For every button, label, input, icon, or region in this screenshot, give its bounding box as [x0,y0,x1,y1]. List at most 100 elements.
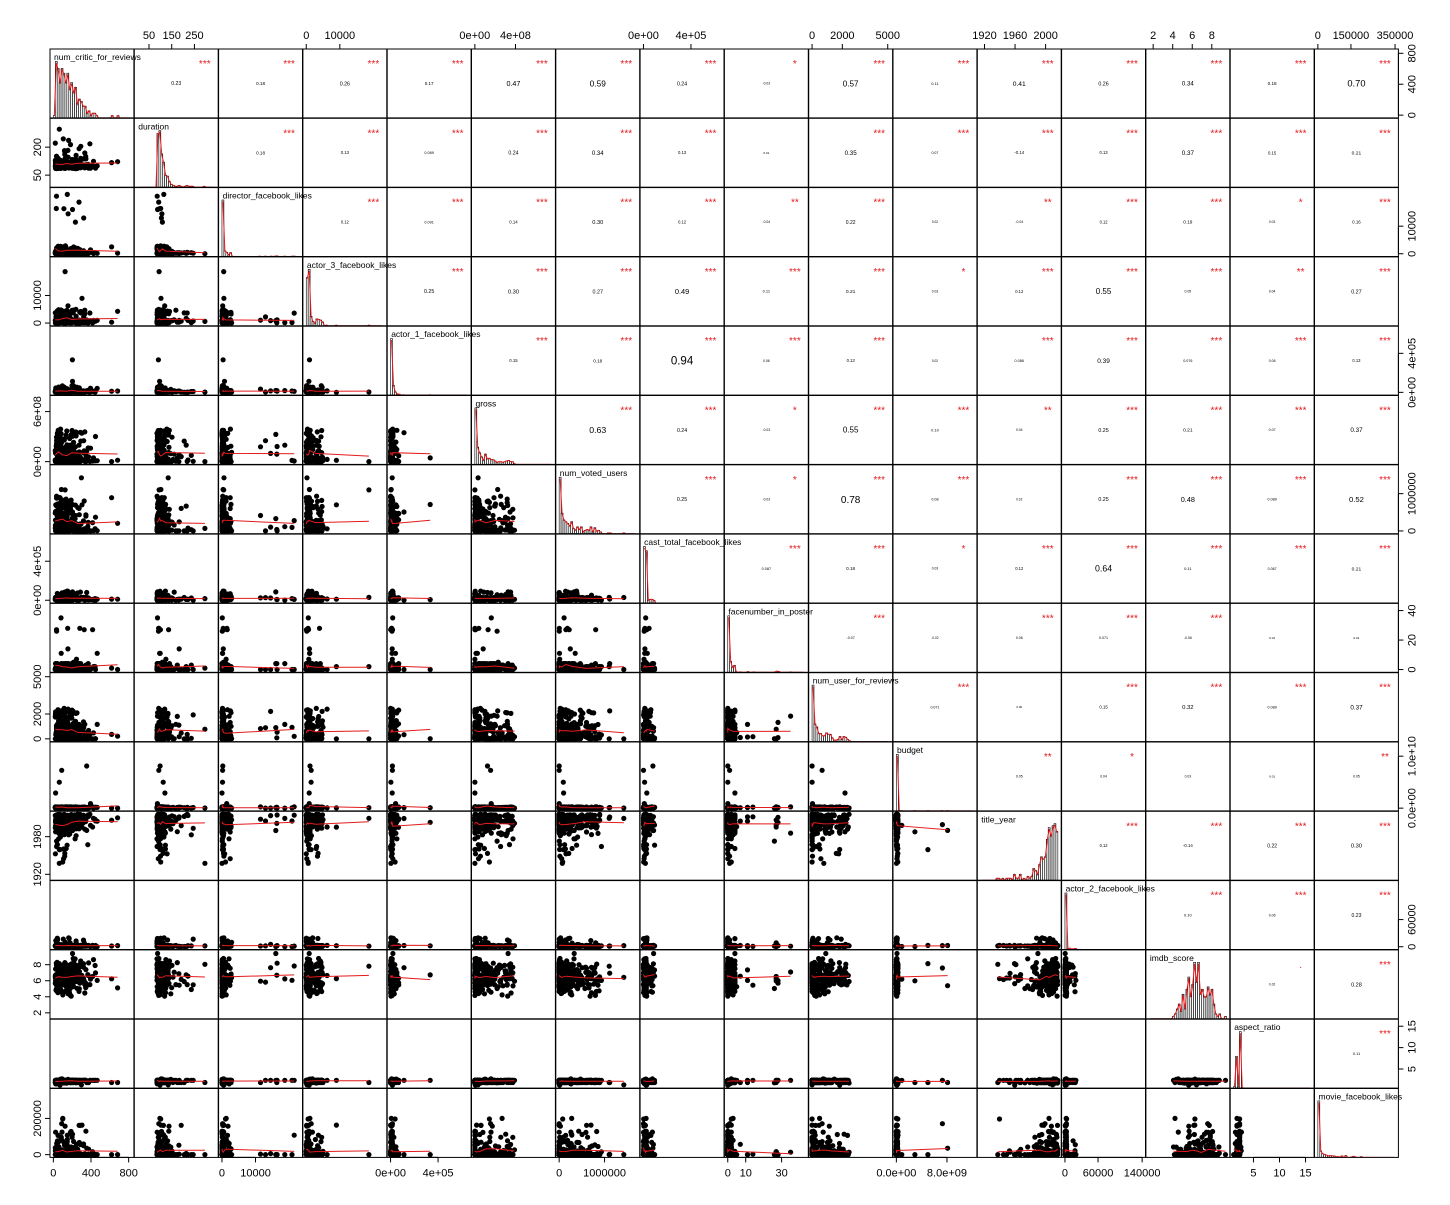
panel-4-11: 0.086*** [977,326,1061,395]
scatter-point [304,459,309,464]
correlation-value: 0.10 [931,427,939,432]
panel-3-0 [50,257,134,326]
panel-3-6: 0.27*** [556,257,640,326]
scatter-point [202,251,207,256]
scatter-point [55,159,60,164]
scatter-point [315,528,320,533]
correlation-value: 0.18 [593,358,602,363]
scatter-point [74,431,79,436]
panel-3-10: 0.03* [893,257,977,326]
scatter-point [175,320,180,325]
panel-0-14: 0.18*** [1230,49,1314,118]
scatter-point [202,390,207,395]
panel-5-9: 0.55*** [809,396,893,465]
panel-0-15: 0.70*** [1315,49,1399,118]
significance-stars: *** [1211,198,1223,209]
scatter-point [154,527,159,532]
scatter-point [274,527,279,532]
density-line [223,201,298,256]
panel-5-6: 0.63*** [556,396,640,465]
correlation-value: 0.11 [931,81,939,86]
scatter-point [258,513,263,518]
scatter-point [87,310,92,315]
correlation-value: 0.49 [675,287,689,296]
correlation-value: 0.59 [590,78,607,88]
significance-stars: *** [620,128,632,139]
correlation-value: 0.07 [1269,428,1276,432]
scatter-point [68,142,73,147]
scatter-point [54,194,59,199]
panel-4-9: 0.13*** [809,326,893,395]
scatter-point [83,514,88,519]
scatter-point [56,428,61,433]
scatter-point [115,458,120,463]
scatter-point [307,525,312,530]
scatter-point [166,528,171,533]
correlation-value: -0.04 [762,220,770,224]
scatter-point [319,498,324,503]
scatter-point [307,487,312,492]
scatter-point [70,357,75,362]
scatter-point [221,497,226,502]
panel-1-6: 0.34*** [556,118,640,187]
significance-stars: *** [452,198,464,209]
scatter-point [64,164,69,169]
panel-4-7: 0.94*** [640,326,724,395]
scatter-point [334,390,339,395]
significance-stars: *** [1379,336,1391,347]
significance-stars: *** [620,336,632,347]
panel-5-1 [134,396,218,465]
scatter-point [63,269,68,274]
scatter-point [173,308,178,313]
scatter-point [93,515,98,520]
scatter-point [156,200,161,205]
scatter-point [175,456,180,461]
correlation-value: 0.27 [593,289,604,295]
panel-2-13: 0.19*** [1146,188,1230,257]
scatter-point [78,320,83,325]
scatter-point [182,528,187,533]
significance-stars: * [793,406,797,417]
significance-stars: *** [199,59,211,70]
correlation-value: 0.13 [847,358,856,363]
scatter-point [316,439,321,444]
scatter-point [161,428,166,433]
scatter-point [307,433,312,438]
correlation-value: 0.05 [1184,290,1191,294]
significance-stars: *** [368,198,380,209]
scatter-point [65,303,70,308]
correlation-value: 0.02 [932,359,938,363]
correlation-value: 0.07 [931,151,938,155]
scatter-point [268,525,273,530]
significance-stars: *** [789,336,801,347]
correlation-value: 0.13 [341,150,350,155]
scatter-point [390,475,395,480]
density-line [476,409,551,464]
scatter-point [93,526,98,531]
panel-1-11: -0.14*** [977,118,1061,187]
panel-1-8: 0.01 [724,118,808,187]
scatter-point [159,211,164,216]
scatter-point [58,433,63,438]
scatter-point [228,506,233,511]
scatter-point [220,441,225,446]
panel-5-10: 0.10*** [893,396,977,465]
correlation-value: 0.70 [1347,79,1365,89]
panel-3-15: 0.27*** [1315,257,1399,326]
correlation-value: 0.16 [1352,220,1361,225]
significance-stars: *** [620,59,632,70]
scatter-point [263,438,268,443]
panel-0-8: -0.03* [724,49,808,118]
scatter-point [320,385,325,390]
scatter-point [63,506,68,511]
scatter-point [156,441,161,446]
scatter-point [306,502,311,507]
significance-stars: * [962,267,966,278]
significance-stars: *** [1211,336,1223,347]
panel-4-3 [303,326,387,395]
significance-stars: *** [368,128,380,139]
significance-stars: ** [791,198,799,209]
scatter-point [390,445,395,450]
